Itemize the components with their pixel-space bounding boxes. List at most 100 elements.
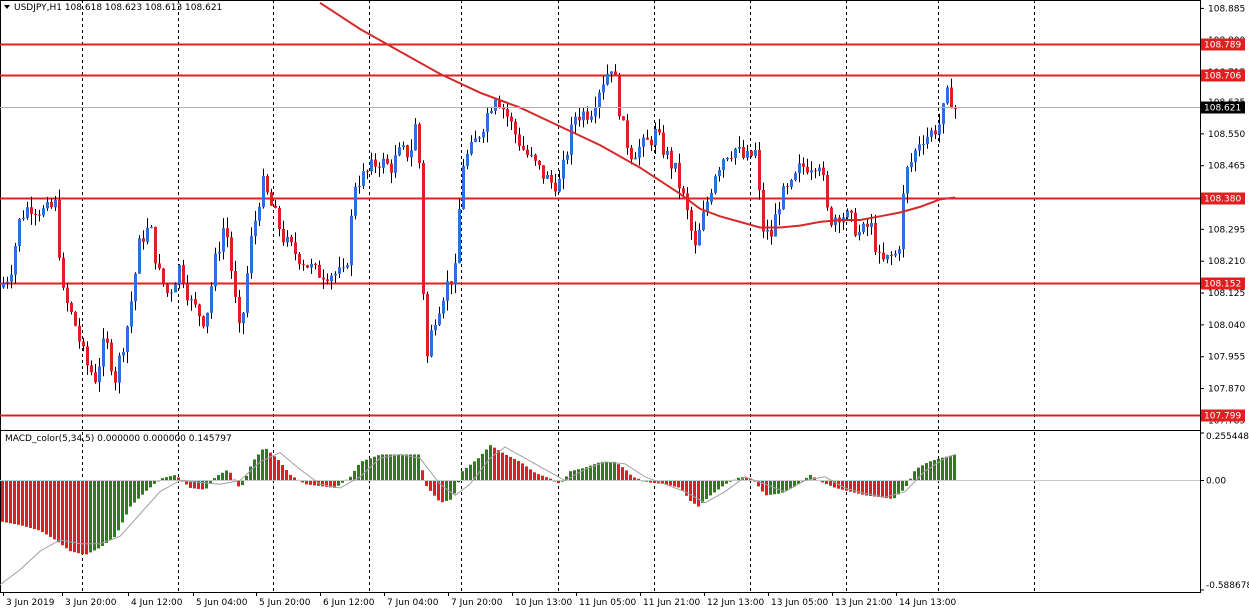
- candle-body: [502, 107, 505, 110]
- candle-body: [470, 141, 473, 154]
- macd-bar: [889, 480, 892, 499]
- macd-bar: [257, 454, 260, 481]
- macd-bar: [113, 480, 116, 538]
- candle-body: [6, 281, 9, 284]
- macd-bar: [201, 480, 204, 490]
- candle-body: [814, 170, 817, 172]
- macd-bar: [485, 449, 488, 481]
- candle-body: [554, 182, 557, 192]
- candle-body: [398, 147, 401, 156]
- candle-body: [70, 302, 73, 313]
- candle-body: [770, 229, 773, 237]
- macd-bar: [145, 480, 148, 491]
- macd-bar: [445, 480, 448, 501]
- time-tick-label: 5 Jun 04:00: [196, 598, 248, 608]
- macd-bar: [225, 470, 228, 481]
- macd-bar: [945, 456, 948, 481]
- macd-bar: [409, 454, 412, 481]
- macd-bar: [873, 480, 876, 497]
- candle-body: [570, 124, 573, 155]
- macd-bar: [237, 480, 240, 487]
- candle-body: [458, 209, 461, 264]
- time-tick-label: 5 Jun 20:00: [259, 598, 311, 608]
- candle-body: [630, 147, 633, 160]
- macd-bar: [1, 480, 4, 522]
- time-tick-label: 3 Jun 20:00: [65, 598, 117, 608]
- candle-body: [394, 155, 397, 173]
- candle-body: [26, 207, 29, 218]
- macd-bar: [153, 480, 156, 484]
- candle-body: [290, 236, 293, 243]
- time-tick-label: 11 Jun 21:00: [643, 598, 700, 608]
- macd-bar: [277, 460, 280, 481]
- candle-body: [338, 267, 341, 274]
- candle-body: [746, 150, 749, 158]
- macd-bar: [161, 478, 164, 481]
- candle-body: [306, 265, 309, 268]
- macd-header: MACD_color(5,34,5) 0.000000 0.000000 0.1…: [5, 434, 232, 444]
- macd-bar: [569, 471, 572, 481]
- candle-body: [894, 253, 897, 256]
- collapse-triangle-icon[interactable]: [4, 5, 10, 9]
- candle-body: [706, 201, 709, 212]
- candle-body: [102, 338, 105, 367]
- macd-bar: [17, 480, 20, 525]
- candle-body: [714, 176, 717, 193]
- macd-bar: [589, 465, 592, 481]
- candle-body: [510, 116, 513, 122]
- macd-bar: [13, 480, 16, 525]
- candle-body: [614, 71, 617, 75]
- macd-bar: [793, 480, 796, 487]
- macd-bar: [373, 456, 376, 481]
- candle-body: [118, 355, 121, 383]
- macd-bar: [509, 456, 512, 481]
- symbol-header: USDJPY,H1 108.618 108.623 108.613 108.62…: [14, 3, 222, 13]
- macd-bar: [425, 480, 428, 487]
- candle-body: [918, 144, 921, 151]
- candle-body: [498, 99, 501, 108]
- candle-body: [926, 136, 929, 144]
- macd-bar: [393, 454, 396, 481]
- candle-body: [602, 84, 605, 93]
- candle-body: [654, 129, 657, 146]
- candle-body: [278, 207, 281, 229]
- price-tick-label: 108.885: [1208, 4, 1245, 14]
- candle-body: [154, 226, 157, 264]
- candle-body: [266, 175, 269, 193]
- candle-body: [622, 116, 625, 121]
- candle-body: [250, 236, 253, 274]
- time-tick-label: 7 Jun 04:00: [387, 598, 439, 608]
- macd-bar: [493, 447, 496, 481]
- macd-bar: [645, 480, 648, 482]
- macd-axis: 0.255448 0.00 -0.588678: [1200, 432, 1249, 591]
- candle-body: [594, 107, 597, 117]
- macd-bar: [501, 452, 504, 481]
- price-tick-label: 108.465: [1208, 162, 1245, 172]
- macd-bar: [377, 455, 380, 481]
- candle-body: [142, 238, 145, 242]
- macd-histogram: [0, 445, 1200, 555]
- level-tag-label: 108.380: [1204, 195, 1241, 205]
- candle-body: [378, 166, 381, 168]
- macd-bar: [697, 480, 700, 507]
- candle-body: [790, 179, 793, 187]
- macd-bar: [737, 477, 740, 481]
- macd-bar: [925, 463, 928, 481]
- candle-body: [870, 222, 873, 227]
- macd-bar: [369, 458, 372, 481]
- macd-bar: [313, 480, 316, 486]
- candle-body: [218, 251, 221, 254]
- candle-body: [426, 293, 429, 357]
- candle-body: [350, 215, 353, 266]
- candle-body: [310, 263, 313, 268]
- macd-bar: [613, 461, 616, 481]
- price-tick-label: 107.955: [1208, 353, 1245, 363]
- macd-bar: [841, 480, 844, 490]
- macd-bar: [561, 480, 564, 482]
- macd-bar: [473, 461, 476, 481]
- macd-bar: [541, 475, 544, 481]
- macd-bar: [309, 480, 312, 485]
- candle-body: [866, 223, 869, 227]
- candle-body: [798, 163, 801, 174]
- macd-bar: [505, 454, 508, 481]
